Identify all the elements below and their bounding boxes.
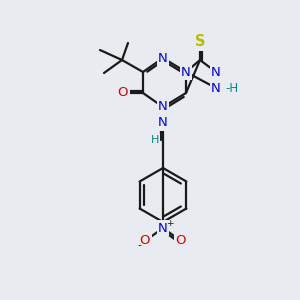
Text: +: + xyxy=(166,220,174,229)
Text: N: N xyxy=(211,82,221,94)
Text: N: N xyxy=(158,100,168,113)
Text: -H: -H xyxy=(225,82,238,94)
Text: -: - xyxy=(137,240,141,250)
Text: N: N xyxy=(158,116,168,130)
Text: H: H xyxy=(151,135,159,145)
Text: N: N xyxy=(158,221,168,235)
Text: S: S xyxy=(195,34,205,50)
Text: O: O xyxy=(176,235,186,248)
Text: N: N xyxy=(181,65,191,79)
Text: N: N xyxy=(158,52,168,64)
Text: O: O xyxy=(140,235,150,248)
Text: O: O xyxy=(118,86,128,100)
Text: N: N xyxy=(211,65,221,79)
